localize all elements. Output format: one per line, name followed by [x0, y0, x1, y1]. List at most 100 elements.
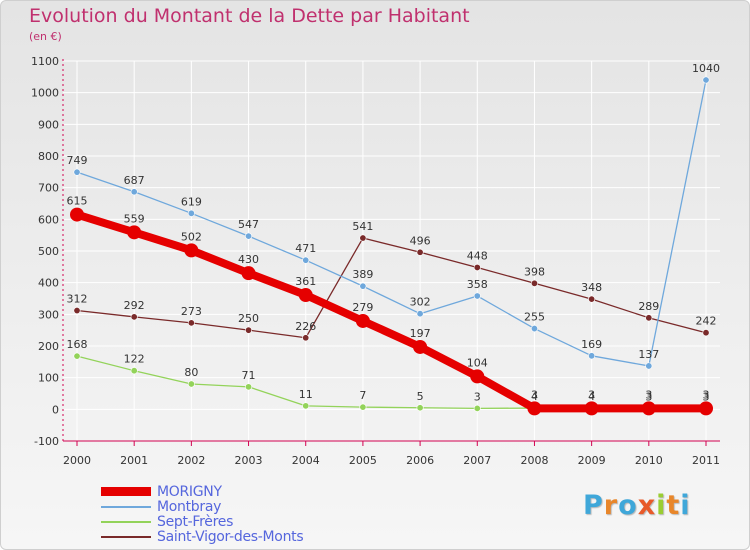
logo-letter: P	[583, 490, 604, 521]
data-label: 302	[410, 296, 431, 309]
y-tick-label: -100	[34, 435, 59, 448]
y-tick-label: 400	[38, 277, 59, 290]
data-label: 312	[67, 293, 88, 306]
x-tick-label: 2002	[177, 454, 205, 467]
data-point	[302, 402, 310, 410]
data-point	[187, 380, 195, 388]
data-label: 547	[238, 218, 259, 231]
logo-letter: i	[680, 490, 691, 521]
data-point	[588, 295, 596, 303]
data-label: 4	[531, 390, 538, 403]
x-tick-label: 2009	[578, 454, 606, 467]
data-label: 3	[645, 388, 652, 401]
legend-swatch	[101, 535, 151, 538]
x-tick-label: 2011	[692, 454, 720, 467]
y-tick-label: 500	[38, 245, 59, 258]
series-line	[76, 355, 707, 410]
data-label: 430	[238, 253, 259, 266]
data-point	[130, 313, 138, 321]
data-label: 471	[295, 242, 316, 255]
y-tick-label: 600	[38, 213, 59, 226]
legend-swatch	[101, 487, 151, 496]
data-point	[73, 168, 81, 176]
legend-item-sept-freres: Sept-Frères	[101, 514, 303, 530]
data-label: 4	[588, 390, 595, 403]
data-label: 448	[467, 249, 488, 262]
logo-letter: x	[637, 490, 657, 521]
data-label: 273	[181, 305, 202, 318]
data-label: 289	[638, 300, 659, 313]
data-point	[184, 243, 199, 258]
data-label: 559	[124, 212, 145, 225]
data-label: 496	[410, 234, 431, 247]
data-point	[702, 329, 710, 337]
y-tick-label: 300	[38, 308, 59, 321]
y-tick-label: 100	[38, 372, 59, 385]
data-label: 615	[67, 195, 88, 208]
data-label: 687	[124, 174, 145, 187]
data-label: 226	[295, 320, 316, 333]
legend-label: MORIGNY	[157, 483, 222, 500]
data-label: 749	[67, 154, 88, 167]
x-tick-label: 2010	[635, 454, 663, 467]
legend-item-montbray: Montbray	[101, 498, 303, 515]
legend-label: Montbray	[157, 498, 222, 515]
data-label: 71	[242, 369, 256, 382]
logo-letter: o	[618, 490, 638, 521]
y-tick-label: 1000	[31, 87, 59, 100]
data-point	[245, 232, 253, 240]
data-label: 137	[638, 348, 659, 361]
y-tick-label: 800	[38, 150, 59, 163]
data-point	[699, 401, 713, 416]
data-label: 80	[184, 366, 198, 379]
x-tick-label: 2001	[120, 454, 148, 467]
y-tick-label: 900	[38, 118, 59, 131]
legend-label: Saint-Vigor-des-Monts	[157, 528, 304, 545]
logo-letter: t	[666, 490, 681, 521]
data-label: 242	[696, 315, 717, 328]
data-point	[416, 404, 424, 412]
data-label: 169	[581, 338, 602, 351]
x-tick-label: 2003	[235, 454, 263, 467]
x-tick-label: 2004	[292, 454, 320, 467]
x-tick-label: 2007	[463, 454, 491, 467]
data-point	[416, 248, 424, 256]
data-label: 3	[531, 388, 538, 401]
data-point	[413, 339, 428, 354]
data-point	[702, 76, 710, 84]
data-label: 11	[299, 388, 313, 401]
data-point	[241, 266, 256, 281]
legend-item-saint-vigor: Saint-Vigor-des-Monts	[101, 528, 304, 545]
data-point	[641, 401, 656, 416]
data-point	[245, 383, 253, 391]
data-point	[530, 325, 538, 333]
data-label: 197	[410, 327, 431, 340]
chart-title: Evolution du Montant de la Dette par Hab…	[29, 5, 470, 27]
data-point	[73, 307, 81, 315]
data-point	[473, 404, 481, 412]
data-label: 122	[124, 353, 145, 366]
chart-subtitle: (en €)	[29, 30, 62, 43]
data-point	[359, 234, 367, 242]
data-label: 389	[352, 268, 373, 281]
data-label: 3	[703, 390, 710, 403]
data-label: 292	[124, 299, 145, 312]
data-point	[359, 282, 367, 290]
y-tick-label: 0	[52, 403, 59, 416]
data-label: 279	[352, 301, 373, 314]
data-label: 104	[467, 356, 488, 369]
data-point	[359, 403, 367, 411]
data-label: 7	[359, 389, 366, 402]
data-point	[470, 369, 485, 384]
x-tick-label: 2006	[406, 454, 434, 467]
data-point	[588, 352, 596, 360]
data-label: 3	[703, 388, 710, 401]
data-label: 255	[524, 311, 545, 324]
series-line	[76, 79, 707, 367]
data-point	[187, 209, 195, 217]
data-label: 1040	[692, 62, 720, 75]
data-point	[130, 188, 138, 196]
series-line	[73, 210, 710, 413]
